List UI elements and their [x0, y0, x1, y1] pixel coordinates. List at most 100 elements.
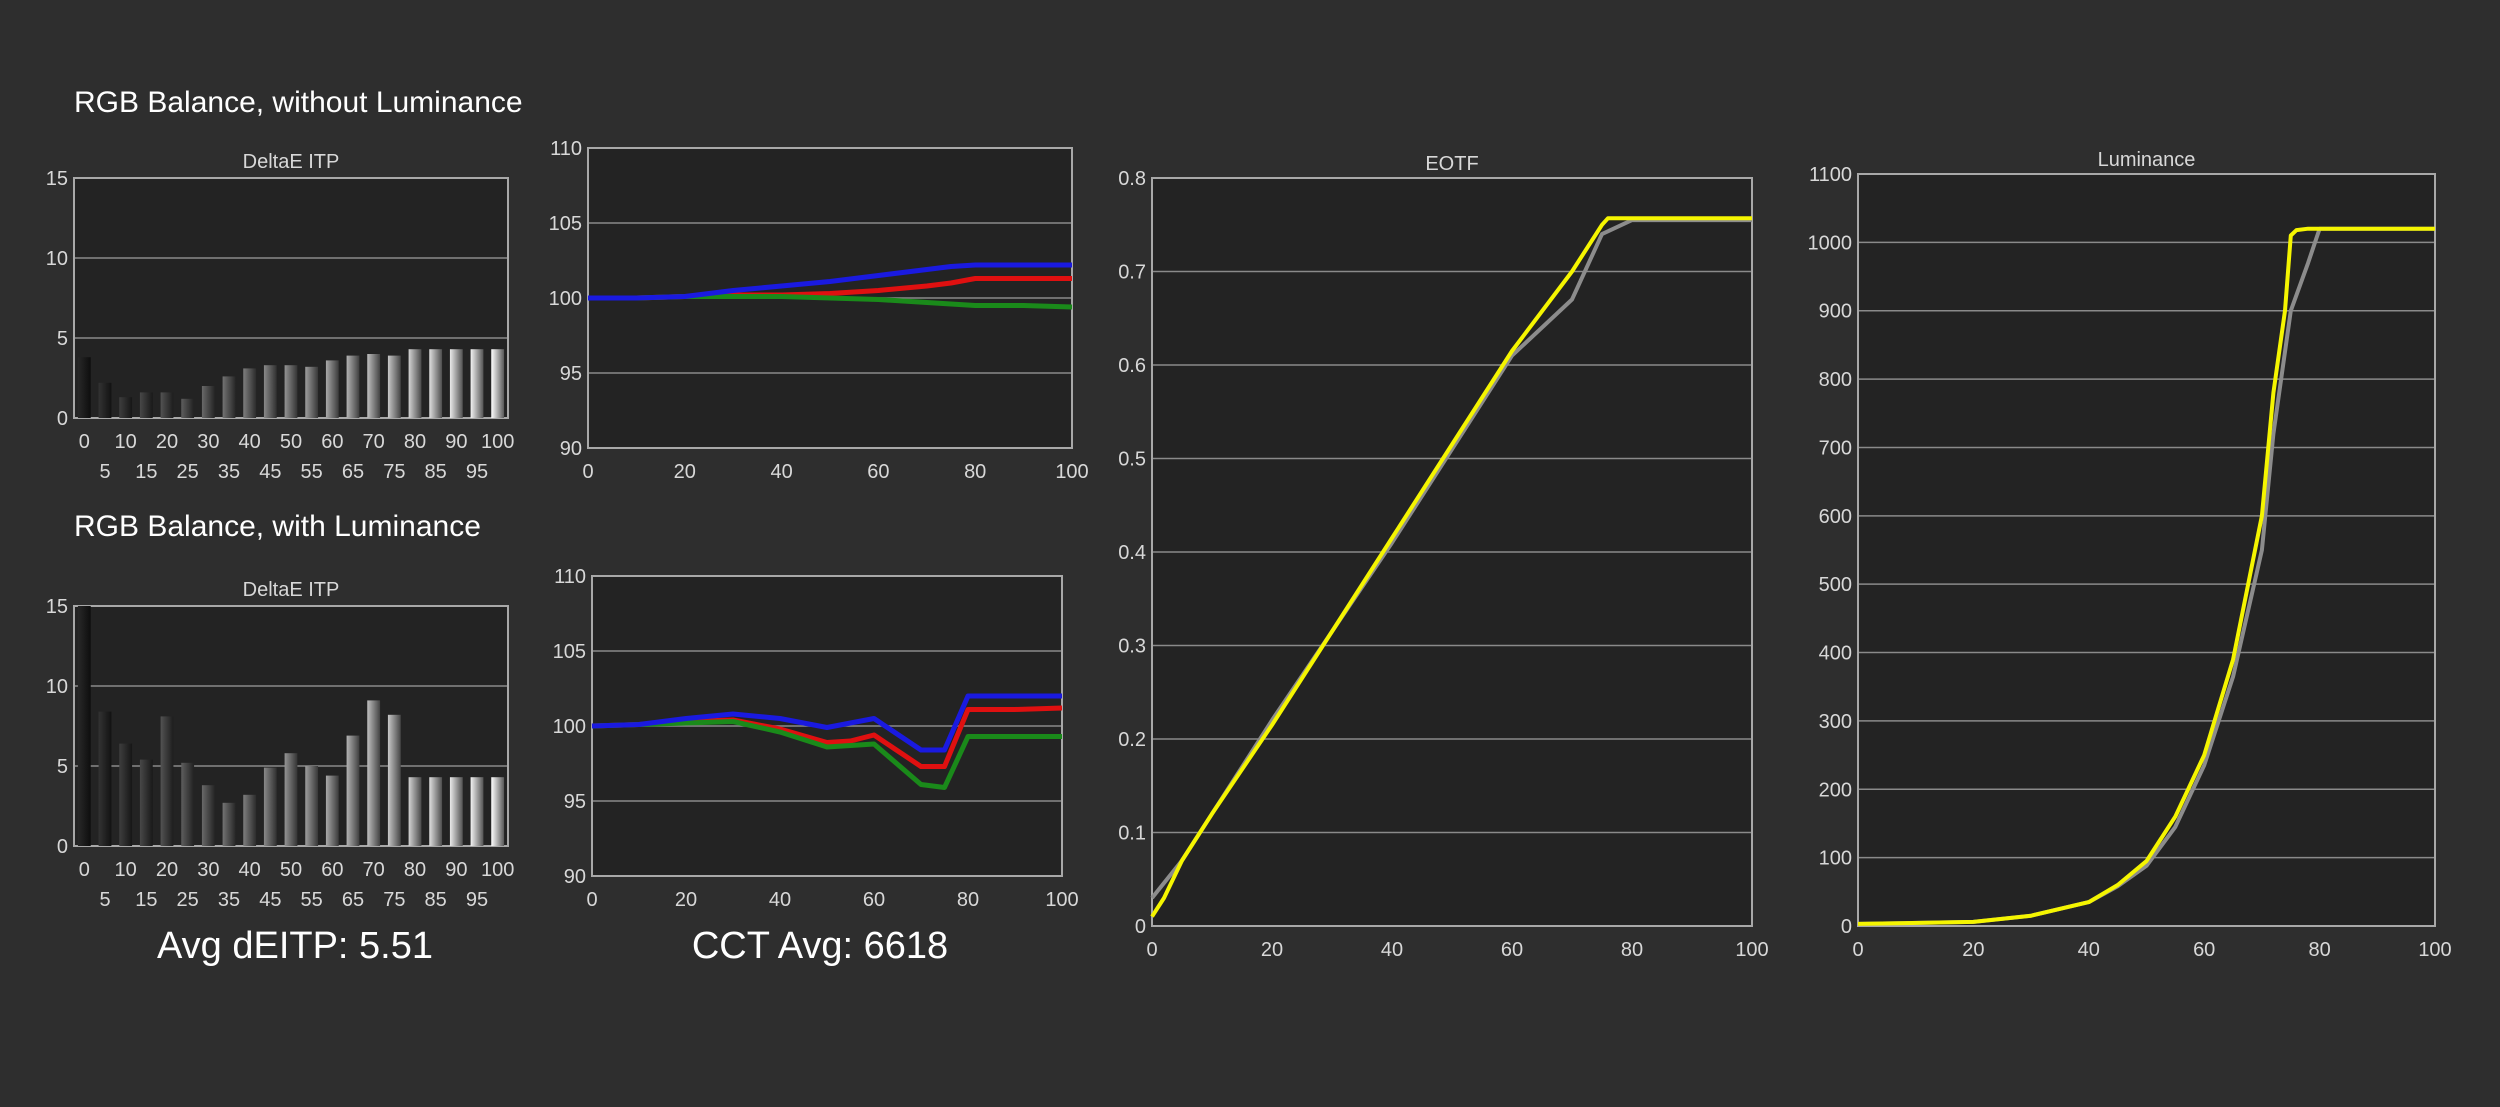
- deitp-bottom-xtick-label: 50: [280, 859, 302, 881]
- eotf-xtick-label: 40: [1381, 939, 1403, 961]
- luminance-ytick-label: 1000: [1808, 232, 1853, 254]
- deitp-top-title: DeltaE ITP: [243, 151, 340, 173]
- luminance-ytick-label: 500: [1819, 574, 1852, 596]
- deitp-bottom-xtick-label: 85: [425, 889, 447, 911]
- deitp-bottom-bar: [77, 606, 91, 846]
- deitp-bottom-bar: [139, 759, 153, 846]
- eotf-frame: [1151, 177, 1753, 927]
- deitp-bottom-xtick-label: 95: [466, 889, 488, 911]
- deitp-bottom-xtick-label: 60: [321, 859, 343, 881]
- deitp-bottom-xtick-label: 25: [177, 889, 199, 911]
- deitp-top-ytick-label: 5: [57, 328, 68, 350]
- rgb-top-xtick-label: 80: [964, 461, 986, 483]
- deitp-bottom-bar: [160, 716, 174, 846]
- rgb-bottom-ytick-label: 110: [554, 566, 586, 588]
- deitp-top-bar: [449, 349, 463, 418]
- luminance-series-measured: [1857, 226, 2435, 926]
- luminance-ytick-label: 600: [1819, 506, 1852, 528]
- eotf-ytick-label: 0.8: [1118, 168, 1146, 190]
- deitp-top-xtick-label: 20: [156, 431, 178, 453]
- rgb-top-ytick-label: 100: [549, 288, 582, 310]
- deitp-bottom-ytick-label: 15: [46, 596, 68, 618]
- deitp-bottom-bar: [367, 700, 381, 846]
- deitp-top-bar: [470, 349, 484, 418]
- deitp-bottom-bar: [263, 767, 277, 846]
- deitp-bottom-xtick-label: 55: [301, 889, 323, 911]
- deitp-top-bar: [284, 365, 298, 418]
- deitp-bottom-xtick-label: 65: [342, 889, 364, 911]
- deitp-top-bar: [222, 376, 236, 418]
- deitp-bottom-xtick-label: 80: [404, 859, 426, 881]
- deitp-top-bar: [243, 368, 257, 418]
- luminance-frame: [1857, 173, 2436, 927]
- deitp-bottom-bar: [408, 777, 422, 846]
- deitp-bottom-xtick-label: 10: [115, 859, 137, 881]
- deitp-top-xtick-label: 85: [425, 461, 447, 483]
- deitp-bottom-ytick-label: 0: [57, 836, 68, 858]
- deitp-bottom-xtick-label: 100: [481, 859, 514, 881]
- deitp-top-xtick-label: 100: [481, 431, 514, 453]
- deitp-top-xtick-label: 35: [218, 461, 240, 483]
- eotf-ytick-label: 0.2: [1118, 729, 1146, 751]
- deitp-top-bar: [77, 357, 91, 418]
- eotf-series-measured: [1150, 216, 1752, 918]
- deitp-top-xtick-label: 80: [404, 431, 426, 453]
- deitp-top-bar: [491, 349, 505, 418]
- deitp-bottom-bar: [119, 743, 133, 846]
- deitp-bottom-bar: [449, 777, 463, 846]
- deitp-bottom-xtick-label: 70: [363, 859, 385, 881]
- deitp-bottom-xtick-label: 30: [197, 859, 219, 881]
- luminance-ytick-label: 1100: [1809, 164, 1852, 186]
- deitp-bottom-bar: [222, 802, 236, 846]
- deitp-top-bar: [367, 354, 381, 418]
- avg-deitp-stat: Avg dEITP: 5.51: [156, 925, 434, 967]
- deitp-bottom-xtick-label: 35: [218, 889, 240, 911]
- deitp-top-xtick-label: 5: [99, 461, 110, 483]
- deitp-top-bar: [263, 365, 277, 418]
- deitp-bottom-bar: [470, 777, 484, 846]
- deitp-bottom-bar: [243, 794, 257, 846]
- deitp-top-xtick-label: 90: [445, 431, 467, 453]
- deitp-top-xtick-label: 25: [177, 461, 199, 483]
- heading-without-luminance: RGB Balance, without Luminance: [74, 86, 523, 119]
- luminance-title: Luminance: [2098, 149, 2196, 171]
- deitp-top-bar: [346, 355, 360, 418]
- deitp-top-xtick-label: 0: [79, 431, 90, 453]
- luminance-ytick-label: 300: [1819, 711, 1852, 733]
- deitp-top-xtick-label: 65: [342, 461, 364, 483]
- deitp-bottom-bar: [429, 777, 443, 846]
- luminance-ytick-label: 800: [1819, 369, 1852, 391]
- deitp-top-xtick-label: 40: [239, 431, 261, 453]
- deitp-top-bar: [160, 392, 174, 418]
- luminance-ytick-label: 0: [1841, 916, 1852, 938]
- deitp-top-bar: [201, 386, 215, 418]
- eotf-xtick-label: 60: [1501, 939, 1523, 961]
- eotf-ytick-label: 0.3: [1118, 636, 1146, 658]
- rgb-top-xtick-label: 60: [867, 461, 889, 483]
- rgb-bottom-series-green: [591, 719, 1062, 790]
- deitp-top-bar: [305, 366, 319, 418]
- rgb-top-ytick-label: 105: [549, 213, 582, 235]
- cct-avg-stat: CCT Avg: 6618: [691, 925, 949, 967]
- rgb-bottom-series-blue: [591, 693, 1062, 753]
- deitp-bottom-xtick-label: 0: [79, 859, 90, 881]
- eotf-xtick-label: 100: [1735, 939, 1768, 961]
- rgb-top-xtick-label: 0: [582, 461, 593, 483]
- rgb-bottom-xtick-label: 100: [1045, 889, 1078, 911]
- rgb-top-ytick-label: 95: [560, 363, 582, 385]
- deitp-top-bar: [119, 397, 133, 418]
- deitp-top-ytick-label: 10: [46, 248, 68, 270]
- deitp-bottom-bar: [491, 777, 505, 846]
- deitp-top-xtick-label: 75: [383, 461, 405, 483]
- luminance-ytick-label: 700: [1819, 437, 1852, 459]
- deitp-top-bar: [181, 398, 195, 418]
- luminance-xtick-label: 20: [1962, 939, 1984, 961]
- deitp-bottom-bar: [201, 785, 215, 846]
- deitp-top-ytick-label: 0: [57, 408, 68, 430]
- rgb-bottom-xtick-label: 60: [863, 889, 885, 911]
- eotf-title: EOTF: [1425, 153, 1478, 175]
- rgb-bottom-ytick-label: 105: [553, 641, 586, 663]
- heading-with-luminance: RGB Balance, with Luminance: [74, 510, 481, 543]
- luminance-xtick-label: 60: [2193, 939, 2215, 961]
